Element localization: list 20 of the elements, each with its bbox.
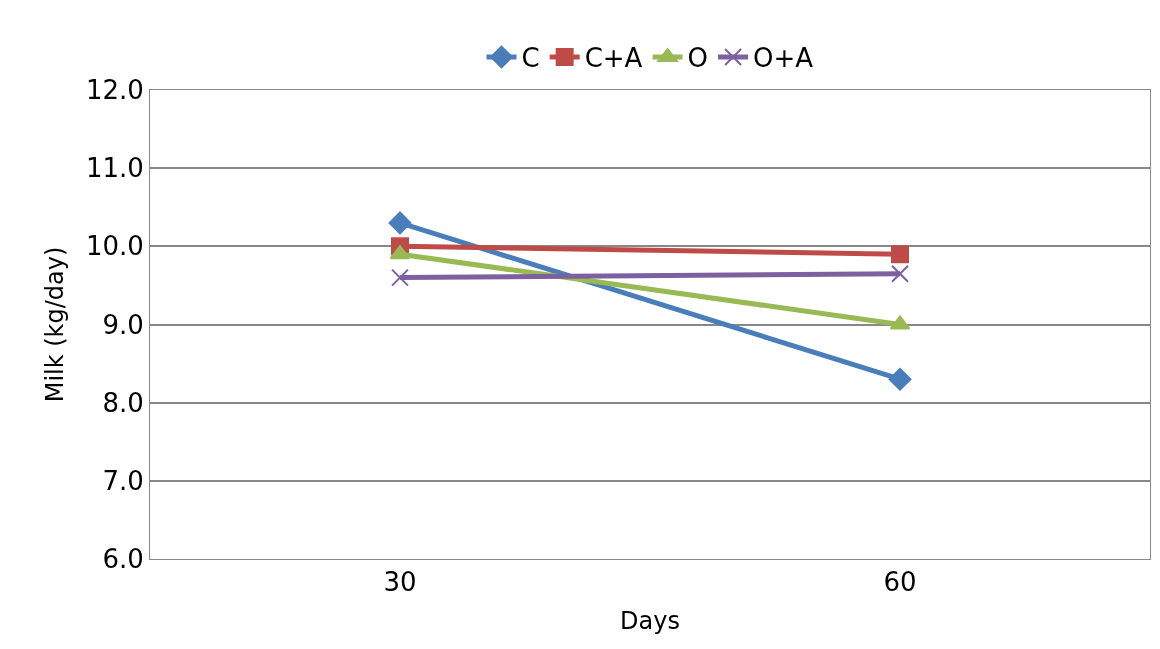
x-tick-label: 60: [883, 567, 917, 598]
y-tick-label: 10.0: [85, 231, 144, 262]
x-tick-label: 30: [383, 567, 417, 598]
point: [891, 264, 909, 283]
legend-label: C: [521, 43, 540, 74]
point: [891, 245, 909, 264]
y-axis-title: Milk (kg/day): [41, 246, 70, 403]
y-tick-label: 12.0: [85, 75, 144, 106]
legend-label: O+A: [753, 43, 814, 74]
point: [391, 268, 409, 287]
point: [388, 211, 412, 235]
y-tick-label: 6.0: [102, 544, 144, 575]
y-tick-label: 11.0: [85, 153, 144, 184]
y-tick-label: 7.0: [102, 465, 144, 496]
legend-label: C+A: [584, 43, 643, 74]
point: [888, 367, 912, 391]
y-tick-label: 8.0: [102, 387, 144, 418]
legend-label: O: [687, 43, 709, 74]
x-axis-title: Days: [620, 606, 680, 635]
y-tick-label: 9.0: [102, 309, 144, 340]
